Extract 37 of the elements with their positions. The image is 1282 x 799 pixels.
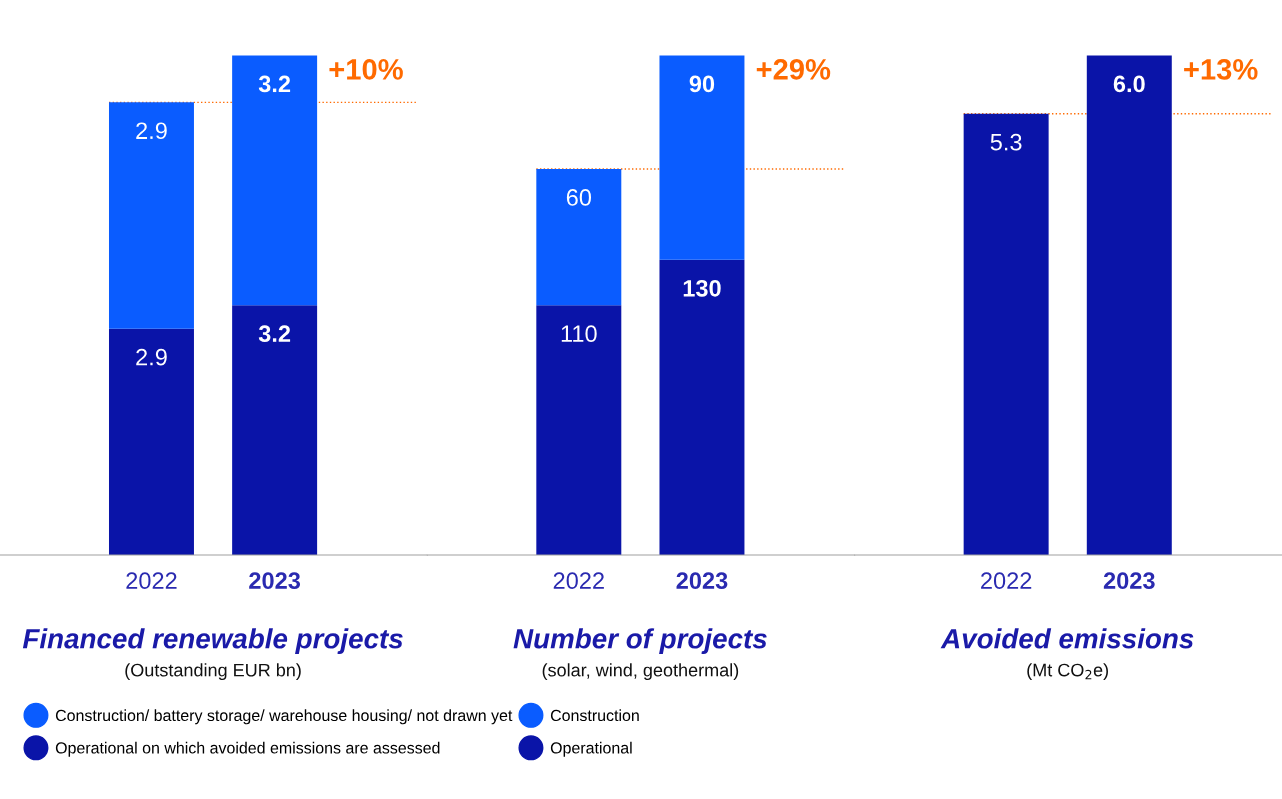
x-tick-label: 2022 [126,572,177,590]
text: Financed renewable projects [22,628,403,655]
legend-label: Operational [550,741,632,757]
data-label: 3.2 [258,325,291,343]
x-tick-label: 2022 [981,572,1032,590]
x-tick-label: 2023 [249,572,301,590]
x-tick-label: 2023 [676,572,728,590]
text: Avoided emissions [940,628,1194,649]
text: Number of projects [513,628,767,655]
legend-label: Construction/ battery storage/ warehouse housing/ not drawn yet [55,709,513,725]
data-label: 90 [689,75,715,93]
text: (solar, wind, geothermal) [542,663,739,681]
text: (Outstanding EUR bn) [125,663,301,681]
data-label: 3.2 [258,75,291,93]
x-tick-label: 2022 [553,572,604,590]
bar [108,328,194,555]
bar [536,305,622,555]
data-label: 6.0 [1113,75,1145,93]
bar [232,305,318,555]
bar [659,55,745,260]
bar [232,55,318,306]
data-label: 110 [561,325,597,343]
bar [536,169,622,306]
data-label: 5.3 [990,133,1022,151]
x-tick-label: 2023 [1103,572,1155,590]
annotation: +29% [756,59,831,80]
bar [108,102,194,329]
data-label: 60 [566,189,592,206]
legend-label: Operational on which avoided emissions are assessed [55,741,440,757]
data-label: 2.9 [136,348,167,366]
legend-label: Construction [550,709,639,722]
annotation: +10% [329,59,403,80]
text: (Mt CO$_{2}$e) [1027,663,1108,680]
annotation: +13% [1184,59,1258,80]
data-label: 2.9 [136,122,167,140]
bar [659,259,745,555]
data-label: 130 [683,279,721,297]
